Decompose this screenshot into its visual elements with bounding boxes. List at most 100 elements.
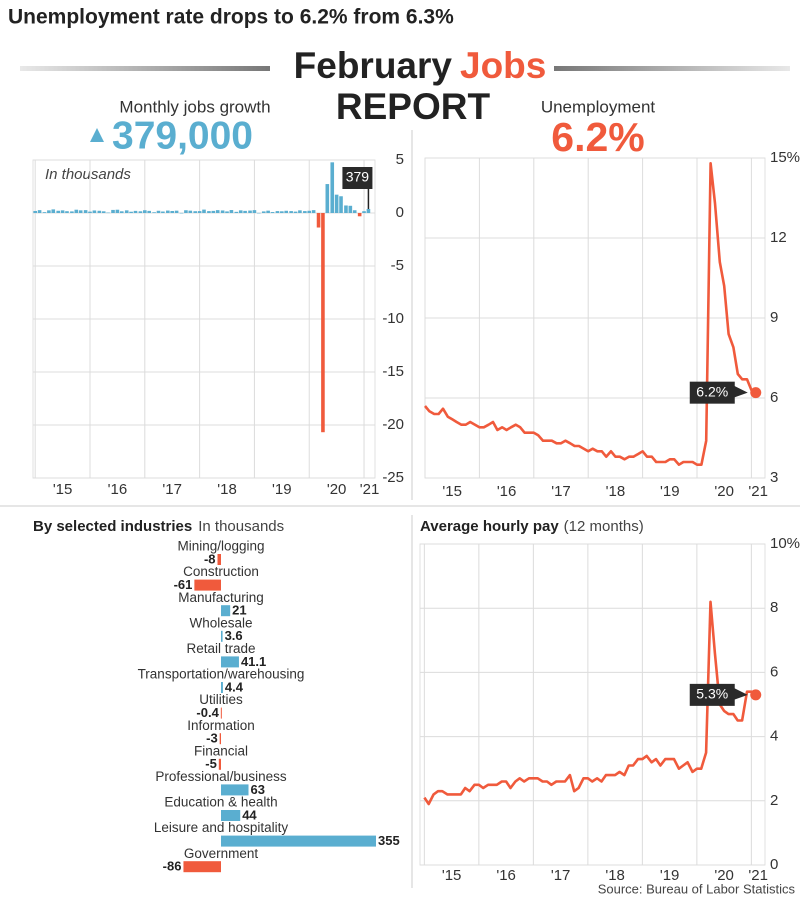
bar bbox=[257, 212, 261, 214]
annotation-label: 379 bbox=[346, 169, 370, 185]
bar bbox=[219, 733, 221, 745]
bar bbox=[266, 210, 270, 213]
bar bbox=[60, 210, 65, 213]
line bbox=[423, 162, 757, 466]
x-tick-label: '16 bbox=[497, 483, 517, 500]
highlight-value: 6.2% bbox=[551, 114, 644, 160]
bar bbox=[42, 212, 47, 213]
title-month: February bbox=[294, 45, 453, 86]
bar bbox=[344, 205, 348, 213]
category-label: Retail trade bbox=[186, 641, 255, 656]
panel-title: Unemployment bbox=[541, 97, 656, 116]
y-tick-label: 0 bbox=[770, 856, 778, 873]
bar bbox=[207, 211, 211, 213]
bar bbox=[261, 211, 266, 213]
panel-title: Average hourly pay (12 months) bbox=[420, 518, 644, 535]
highlight-value: 379,000 bbox=[112, 114, 253, 157]
bar bbox=[166, 210, 170, 213]
bar bbox=[106, 212, 110, 214]
bar bbox=[234, 211, 239, 213]
x-tick-label: '19 bbox=[660, 483, 680, 500]
bar bbox=[74, 209, 79, 213]
x-tick-label: '17 bbox=[551, 867, 571, 884]
annotation-box bbox=[689, 683, 735, 706]
value-label: -5 bbox=[205, 756, 217, 771]
category-label: Utilities bbox=[199, 692, 243, 707]
category-label: Professional/business bbox=[155, 769, 287, 784]
bar bbox=[348, 205, 353, 213]
y-tick-label: -15 bbox=[382, 363, 404, 380]
bar bbox=[97, 210, 102, 213]
line bbox=[423, 600, 757, 806]
value-label: 63 bbox=[251, 782, 265, 797]
y-tick-label: 4 bbox=[770, 728, 778, 745]
y-tick-label: 12 bbox=[770, 229, 787, 246]
category-label: Mining/logging bbox=[177, 539, 264, 554]
y-tick-label: 3 bbox=[770, 469, 778, 486]
y-tick-label: 2 bbox=[770, 792, 778, 809]
bar bbox=[197, 211, 202, 213]
x-tick-label: '21 bbox=[748, 483, 768, 500]
x-tick-label: '19 bbox=[660, 867, 680, 884]
bar bbox=[193, 211, 198, 213]
bar bbox=[289, 211, 293, 213]
bar bbox=[221, 835, 376, 847]
y-tick-label: 9 bbox=[770, 309, 778, 326]
bar bbox=[221, 605, 231, 617]
annotation-label: 5.3% bbox=[696, 686, 728, 702]
value-label: -86 bbox=[163, 859, 182, 874]
y-tick-label: 6 bbox=[770, 663, 778, 680]
category-label: Leisure and hospitality bbox=[154, 820, 289, 835]
y-tick-label: -10 bbox=[382, 310, 404, 327]
y-tick-label: -20 bbox=[382, 416, 404, 433]
bar bbox=[238, 210, 243, 213]
category-label: Education & health bbox=[164, 795, 277, 810]
title-topic: Jobs bbox=[460, 45, 546, 86]
value-label: 41.1 bbox=[241, 654, 266, 669]
bar bbox=[179, 212, 184, 214]
x-tick-label: '21 bbox=[748, 867, 768, 884]
bar bbox=[303, 211, 307, 213]
title-rule bbox=[20, 66, 270, 71]
bar bbox=[325, 184, 330, 213]
bar bbox=[156, 210, 161, 213]
title-kind: REPORT bbox=[336, 86, 491, 127]
bar bbox=[202, 209, 206, 213]
x-tick-label: '20 bbox=[714, 867, 734, 884]
bar bbox=[183, 861, 221, 873]
x-tick-label: '18 bbox=[217, 481, 237, 498]
category-label: Information bbox=[187, 718, 255, 733]
bar bbox=[218, 758, 221, 770]
x-tick-label: '17 bbox=[162, 481, 182, 498]
bar bbox=[188, 210, 193, 213]
bar bbox=[217, 554, 221, 565]
bar bbox=[111, 209, 115, 213]
annotation-box bbox=[342, 167, 373, 189]
value-label: -0.4 bbox=[196, 705, 219, 720]
bar bbox=[143, 210, 147, 213]
bar bbox=[129, 211, 133, 213]
annotation-pointer bbox=[733, 385, 748, 398]
x-tick-label: '20 bbox=[327, 481, 347, 498]
bar bbox=[211, 210, 216, 213]
bar bbox=[33, 210, 37, 213]
bar bbox=[221, 682, 223, 693]
y-tick-label: 6 bbox=[770, 389, 778, 406]
bar bbox=[133, 210, 138, 213]
bar bbox=[161, 211, 165, 213]
annotation-label: 6.2% bbox=[696, 383, 728, 399]
bar bbox=[280, 211, 284, 213]
bar bbox=[229, 210, 234, 213]
bar bbox=[152, 212, 156, 213]
bar bbox=[248, 210, 252, 213]
bar bbox=[220, 210, 225, 213]
bar bbox=[47, 210, 51, 213]
y-tick-label: -25 bbox=[382, 469, 404, 486]
bar bbox=[275, 211, 280, 213]
bar bbox=[65, 211, 69, 213]
x-tick-label: '15 bbox=[442, 867, 462, 884]
bar bbox=[37, 210, 42, 213]
category-label: Financial bbox=[194, 743, 248, 758]
category-label: Wholesale bbox=[189, 615, 252, 630]
annotation-pointer bbox=[733, 687, 748, 700]
